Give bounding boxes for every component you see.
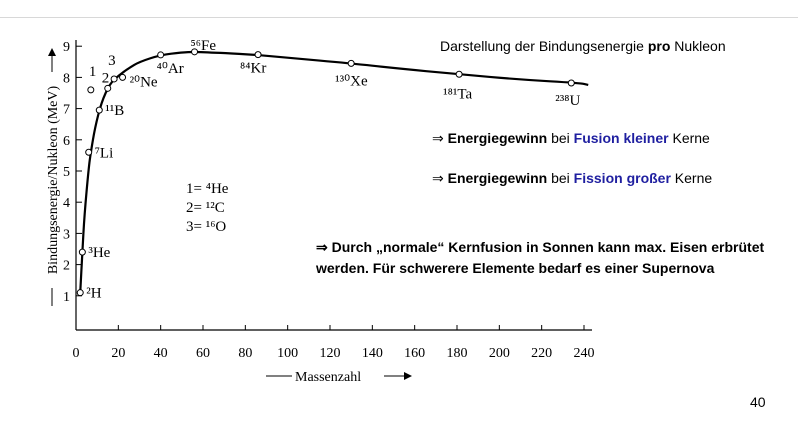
- point-label: ²⁰Ne: [130, 74, 158, 90]
- note-fusion-highlight: Fusion kleiner: [573, 130, 669, 146]
- y-tick-label: 5: [63, 165, 70, 180]
- data-point: [347, 59, 355, 67]
- data-point: [104, 84, 112, 92]
- note-fission: ⇒ Energiegewinn bei Fission großer Kerne: [432, 170, 712, 187]
- isotope-legend: 1= ⁴He 2= ¹²C 3= ¹⁶O: [186, 181, 229, 235]
- data-point: [567, 79, 575, 87]
- x-tick-label: 120: [320, 346, 341, 361]
- x-axis-title: Massenzahl: [266, 370, 412, 385]
- point-label: 2: [102, 70, 110, 86]
- x-tick-label: 140: [362, 346, 383, 361]
- x-axis-label: Massenzahl: [295, 370, 361, 385]
- data-point: [191, 48, 199, 56]
- point-label: ²³⁸U: [555, 93, 580, 109]
- x-tick-label: 0: [73, 346, 80, 361]
- note-fusion: ⇒ Energiegewinn bei Fusion kleiner Kerne: [432, 130, 710, 147]
- x-tick-label: 220: [531, 346, 552, 361]
- data-point: [76, 289, 84, 297]
- data-point: [85, 148, 93, 156]
- slide-title-bold: pro: [647, 38, 671, 54]
- data-point: [119, 73, 127, 81]
- note-fusion-bold: Energiegewinn: [447, 130, 548, 146]
- y-tick-label: 2: [63, 259, 70, 274]
- note-fusion-mid: bei: [547, 130, 574, 146]
- x-tick-label: 160: [404, 346, 425, 361]
- slide-title-prefix: Darstellung der Bindungsenergie: [440, 38, 648, 54]
- data-point: [455, 70, 463, 78]
- y-axis-title: Bindungsenergie/Nukleon (MeV): [46, 48, 61, 306]
- y-tick-label: 4: [63, 196, 70, 211]
- point-label: ⁷Li: [95, 145, 114, 161]
- legend-entry: 2= ¹²C: [186, 200, 225, 216]
- data-point: [254, 51, 262, 59]
- note-fission-highlight: Fission großer: [573, 170, 671, 186]
- x-tick-label: 60: [196, 346, 210, 361]
- point-label: 1: [89, 64, 97, 80]
- point-label: 3: [108, 53, 116, 69]
- data-point: [95, 106, 103, 114]
- chart-axes: [75, 40, 592, 331]
- slide-title-suffix: Nukleon: [670, 38, 726, 54]
- note-supernova: ⇒ Durch „normale“ Kernfusion in Sonnen k…: [316, 239, 765, 276]
- x-tick-label: 40: [154, 346, 168, 361]
- point-label: ¹⁸¹Ta: [443, 86, 472, 102]
- y-axis-label: Bindungsenergie/Nukleon (MeV): [46, 86, 61, 275]
- x-tick-label: 240: [574, 346, 595, 361]
- point-label: ⁸⁴Kr: [240, 61, 266, 77]
- x-tick-label: 200: [489, 346, 510, 361]
- slide-title: Darstellung der Bindungsenergie pro Nukl…: [440, 38, 726, 54]
- x-tick-label: 180: [447, 346, 468, 361]
- point-label: ²H: [86, 286, 101, 302]
- page-number: 40: [750, 394, 766, 410]
- point-label: ³He: [88, 245, 110, 261]
- note-fusion-end: Kerne: [668, 130, 710, 146]
- y-tick-label: 8: [63, 71, 70, 86]
- data-point: [78, 248, 86, 256]
- y-tick-label: 7: [63, 103, 70, 118]
- legend-entry: 3= ¹⁶O: [186, 219, 226, 235]
- data-point: [157, 51, 165, 59]
- x-tick-label: 80: [238, 346, 252, 361]
- note-fission-end: Kerne: [670, 170, 713, 186]
- data-point: [87, 86, 95, 94]
- point-label: ¹³⁰Xe: [335, 73, 368, 89]
- header-divider: [0, 17, 798, 18]
- note-fission-bold: Energiegewinn: [447, 170, 548, 186]
- point-label: ⁵⁶Fe: [191, 38, 217, 54]
- data-point: [110, 75, 118, 83]
- y-tick-label: 3: [63, 227, 70, 242]
- note-fusion-arrow: ⇒: [432, 130, 448, 146]
- legend-entry: 1= ⁴He: [186, 181, 229, 197]
- point-label: ⁴⁰Ar: [157, 61, 184, 77]
- note-fission-mid: bei: [547, 170, 574, 186]
- x-tick-label: 20: [111, 346, 125, 361]
- y-tick-label: 9: [63, 40, 70, 55]
- point-label: ¹¹B: [105, 103, 124, 119]
- y-tick-label: 1: [63, 290, 70, 305]
- x-tick-label: 100: [277, 346, 298, 361]
- x-ticks: 0 20 40 60 80 100 120 140 160 180 200 220 240: [73, 325, 595, 361]
- y-tick-label: 6: [63, 134, 70, 149]
- y-ticks: 1 2 3 4 5 6 7 8 9: [63, 40, 82, 305]
- note-fission-arrow: ⇒: [432, 170, 448, 186]
